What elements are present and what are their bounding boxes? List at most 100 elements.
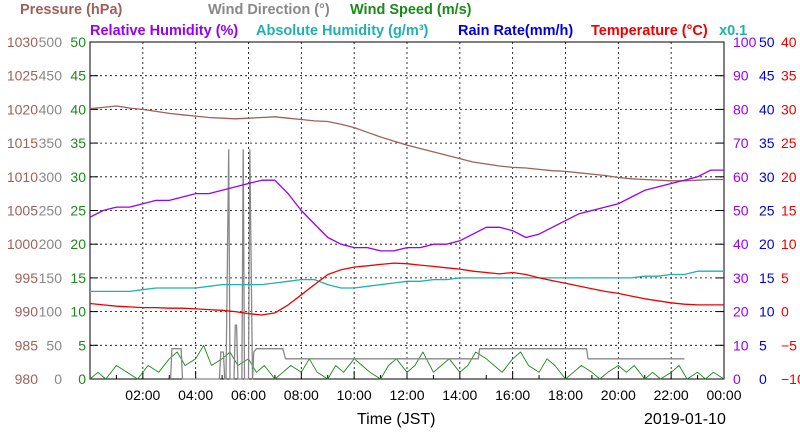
tick-label-wind_speed: 5 [78, 337, 86, 353]
tick-label-wind_speed: 35 [70, 135, 86, 151]
tick-label-pressure: 1010 [7, 169, 38, 185]
tick-label-pressure: 990 [15, 304, 39, 320]
legend-temperature: Temperature (°C) [591, 23, 708, 39]
tick-label-wind_speed: 40 [70, 101, 86, 117]
tick-label-wind_direction: 450 [39, 68, 63, 84]
date-label: 2019-01-10 [644, 411, 726, 428]
tick-label-relative_humidity: 70 [733, 135, 749, 151]
tick-label-temperature: 25 [781, 135, 797, 151]
tick-label-rain_rate: 25 [759, 203, 775, 219]
x-tick-label: 18:00 [548, 387, 583, 403]
tick-label-wind_speed: 45 [70, 68, 86, 84]
series-line-temperature-5 [89, 262, 724, 316]
tick-label-wind_direction: 400 [39, 101, 63, 117]
tick-label-relative_humidity: 20 [733, 304, 749, 320]
x-tick-label: 16:00 [495, 387, 530, 403]
tick-label-relative_humidity: 40 [733, 236, 749, 252]
tick-label-pressure: 1020 [7, 101, 38, 117]
tick-label-rain_rate: 50 [759, 34, 775, 50]
legend-absolute-humidity: Absolute Humidity (g/m³) [256, 23, 429, 39]
tick-label-wind_direction: 0 [54, 371, 62, 387]
tick-label-rain_rate: 30 [759, 169, 775, 185]
legend-rain-rate: Rain Rate(mm/h) [458, 23, 573, 39]
tick-label-pressure: 995 [15, 270, 39, 286]
series-line-relative_humidity-3 [89, 169, 724, 252]
legend: Pressure (hPa) Wind Direction (°) Wind S… [20, 2, 747, 39]
left-axes: 9809859909951000100510101015102010251030… [7, 34, 98, 387]
tick-label-temperature: 30 [781, 101, 797, 117]
x-tick-label: 06:00 [231, 387, 266, 403]
tick-label-temperature: 0 [781, 304, 789, 320]
tick-label-wind_direction: 300 [39, 169, 63, 185]
tick-label-pressure: 1000 [7, 236, 38, 252]
tick-label-wind_direction: 150 [39, 270, 63, 286]
tick-label-relative_humidity: 100 [733, 34, 757, 50]
tick-label-temperature: 10 [781, 236, 797, 252]
tick-label-wind_speed: 0 [78, 371, 86, 387]
tick-label-rain_rate: 15 [759, 270, 775, 286]
tick-label-wind_direction: 250 [39, 203, 63, 219]
grid [90, 42, 724, 379]
x-tick-label: 20:00 [601, 387, 636, 403]
tick-label-rain_rate: 35 [759, 135, 775, 151]
tick-label-pressure: 1005 [7, 203, 38, 219]
tick-label-rain_rate: 5 [759, 337, 767, 353]
tick-label-relative_humidity: 60 [733, 169, 749, 185]
tick-label-wind_speed: 15 [70, 270, 86, 286]
tick-label-wind_direction: 350 [39, 135, 63, 151]
x-tick-label: 02:00 [125, 387, 160, 403]
tick-label-temperature: 5 [781, 270, 789, 286]
series-line-wind_speed-2 [89, 344, 725, 380]
x-tick-label: 08:00 [284, 387, 319, 403]
legend-multiplier: x0.1 [719, 23, 747, 39]
x-tick-label: 04:00 [178, 387, 213, 403]
tick-label-wind_speed: 50 [70, 34, 86, 50]
series-line-wind_direction-1 [169, 149, 685, 380]
x-axis-label: Time (JST) [357, 411, 436, 428]
legend-wind-speed: Wind Speed (m/s) [350, 2, 472, 18]
tick-label-wind_direction: 100 [39, 304, 63, 320]
tick-label-relative_humidity: 80 [733, 101, 749, 117]
tick-label-pressure: 1030 [7, 34, 38, 50]
tick-label-wind_speed: 25 [70, 203, 86, 219]
tick-label-relative_humidity: 90 [733, 68, 749, 84]
right-axes: 0102030405060708090100051015202530354045… [716, 34, 800, 387]
legend-relative-humidity: Relative Humidity (%) [90, 23, 238, 39]
tick-label-rain_rate: 10 [759, 304, 775, 320]
tick-label-wind_direction: 500 [39, 34, 63, 50]
tick-label-rain_rate: 45 [759, 68, 775, 84]
x-tick-label: 00:00 [706, 387, 741, 403]
x-axis: 02:00 04:00 06:00 08:00 10:00 12:00 14:00 16:00… [115, 371, 742, 403]
tick-label-relative_humidity: 30 [733, 270, 749, 286]
tick-label-pressure: 1025 [7, 68, 38, 84]
x-tick-label: 22:00 [654, 387, 689, 403]
legend-wind-direction: Wind Direction (°) [208, 2, 330, 18]
tick-label-temperature: −10 [781, 371, 800, 387]
legend-pressure: Pressure (hPa) [20, 2, 123, 18]
x-tick-label: 10:00 [337, 387, 372, 403]
series-line-pressure-0 [89, 105, 724, 182]
tick-label-pressure: 985 [15, 337, 39, 353]
x-tick-label: 14:00 [442, 387, 477, 403]
tick-label-wind_speed: 20 [70, 236, 86, 252]
tick-label-wind_direction: 200 [39, 236, 63, 252]
tick-label-temperature: 20 [781, 169, 797, 185]
tick-label-wind_speed: 10 [70, 304, 86, 320]
series-lines [89, 105, 725, 380]
tick-label-temperature: 15 [781, 203, 797, 219]
tick-label-rain_rate: 40 [759, 101, 775, 117]
tick-label-temperature: 35 [781, 68, 797, 84]
tick-label-rain_rate: 20 [759, 236, 775, 252]
tick-label-relative_humidity: 50 [733, 203, 749, 219]
tick-label-pressure: 980 [15, 371, 39, 387]
tick-label-wind_speed: 30 [70, 169, 86, 185]
tick-label-pressure: 1015 [7, 135, 38, 151]
tick-label-temperature: −5 [781, 337, 797, 353]
tick-label-rain_rate: 0 [759, 371, 767, 387]
tick-label-temperature: 40 [781, 34, 797, 50]
series-line-relative_humidity-4 [90, 270, 724, 293]
tick-label-relative_humidity: 0 [733, 371, 741, 387]
x-tick-label: 12:00 [389, 387, 424, 403]
tick-label-relative_humidity: 10 [733, 337, 749, 353]
